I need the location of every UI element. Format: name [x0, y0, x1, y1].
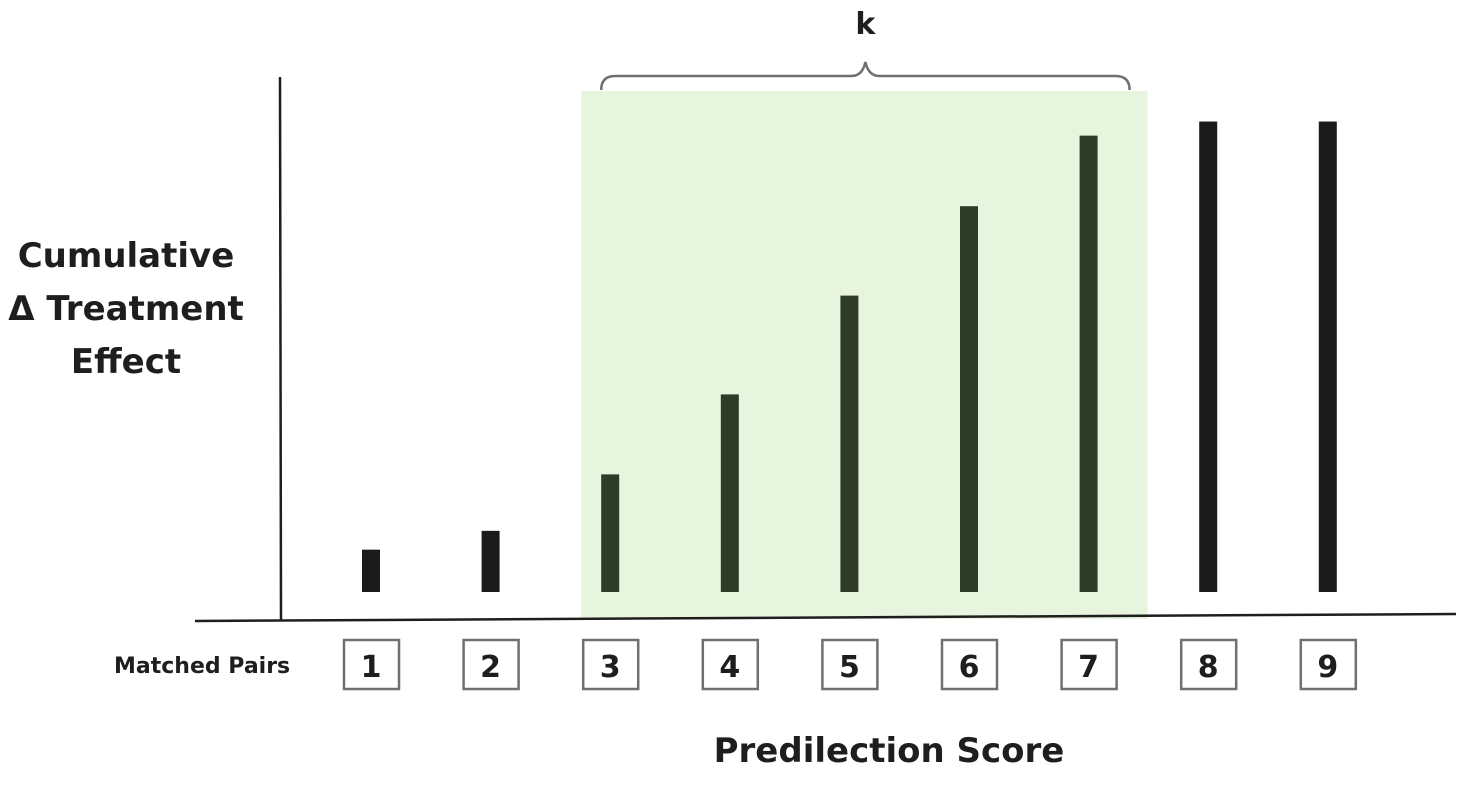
- bar-2: [481, 530, 500, 592]
- bar-9: [1318, 121, 1337, 593]
- bar-7: [1079, 135, 1098, 592]
- tick-8: 8: [1179, 638, 1238, 691]
- bar-6: [960, 206, 978, 592]
- tick-label: 3: [600, 650, 621, 685]
- tick-box: [462, 638, 520, 691]
- y-axis-label-line: Δ Treatment: [8, 289, 244, 329]
- y-axis-label: Cumulative Δ Treatment Effect: [8, 236, 244, 382]
- tick-5: 5: [821, 638, 879, 691]
- k-brace: [599, 61, 1131, 91]
- tick-label: 2: [480, 650, 501, 685]
- tick-label: 6: [959, 650, 980, 685]
- bar-1: [362, 549, 380, 592]
- tick-9: 9: [1299, 638, 1358, 691]
- highlight-region: [581, 91, 1148, 619]
- tick-2: 2: [462, 638, 520, 691]
- tick-label: 5: [839, 650, 860, 685]
- tick-3: 3: [581, 638, 640, 691]
- tick-label: 7: [1078, 650, 1099, 685]
- tick-7: 7: [1060, 638, 1118, 691]
- tick-6: 6: [940, 638, 999, 691]
- bar-3: [601, 474, 620, 592]
- tick-1: 1: [342, 638, 401, 691]
- x-axis: [194, 612, 1457, 623]
- y-axis-label-line: Effect: [71, 342, 181, 382]
- tick-label: 4: [719, 650, 740, 685]
- tick-box: [342, 638, 401, 691]
- tick-box: [1179, 638, 1238, 691]
- bar-4: [720, 394, 739, 592]
- tick-box: [701, 638, 760, 691]
- tick-label: 9: [1317, 650, 1338, 685]
- x-axis-label: Predilection Score: [714, 731, 1065, 771]
- tick-box: [1299, 638, 1358, 691]
- y-axis-label-line: Cumulative: [18, 236, 235, 276]
- matched-pairs-label: Matched Pairs: [114, 654, 290, 679]
- bar-8: [1199, 121, 1218, 593]
- tick-box: [581, 638, 640, 691]
- tick-4: 4: [701, 638, 760, 691]
- y-axis: [278, 76, 283, 621]
- bars: [362, 121, 1337, 593]
- tick-box: [821, 638, 879, 691]
- tick-box: [1060, 638, 1118, 691]
- k-label: k: [855, 7, 876, 42]
- bar-5: [840, 295, 859, 592]
- tick-box: [940, 638, 999, 691]
- tick-label: 8: [1198, 650, 1219, 685]
- category-ticks: 1 2 3 4 5 6 7 8 9: [342, 638, 1358, 691]
- tick-label: 1: [361, 650, 382, 685]
